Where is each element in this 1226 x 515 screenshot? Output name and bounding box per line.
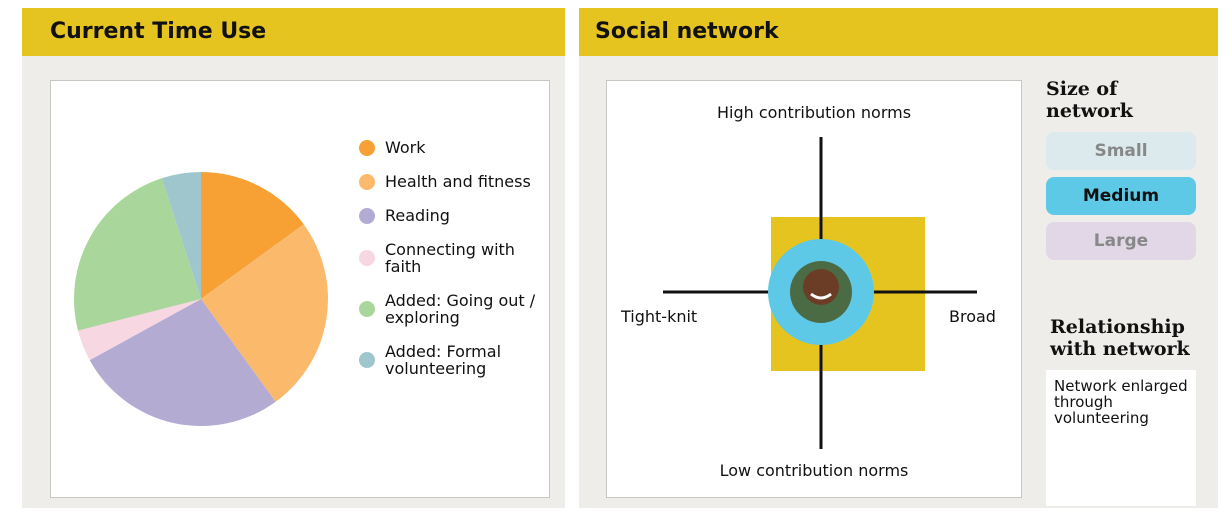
social-panel: Social network High contribution norms L…	[579, 8, 1218, 508]
size-options: Small Medium Large	[1046, 132, 1206, 260]
size-option: Small	[1046, 132, 1196, 170]
legend-swatch	[359, 352, 375, 368]
legend-item: Added: Formal volunteering	[351, 343, 541, 377]
legend: Work Health and fitness Reading Connecting …	[351, 139, 541, 394]
section-title: Size of network	[1046, 78, 1133, 122]
quadrant-box: High contribution norms Low contribution…	[606, 80, 1022, 498]
size-option: Large	[1046, 222, 1196, 260]
relationship-section: Relationship with network Network enlarg…	[1046, 316, 1206, 506]
pie-slice	[161, 172, 201, 299]
pie-slice	[89, 299, 276, 427]
legend-swatch	[359, 301, 375, 317]
axis-label: Low contribution norms	[719, 461, 909, 480]
pie-chart	[74, 172, 328, 427]
legend-swatch	[359, 250, 375, 266]
legend-label: Added: Formal volunteering	[385, 342, 502, 378]
pie-slice	[201, 224, 328, 402]
quadrant	[663, 137, 977, 449]
axis-label: Broad	[949, 307, 996, 326]
pie-slice	[77, 299, 201, 361]
size-option: Medium	[1046, 177, 1196, 215]
section-title: Relationship with network	[1050, 316, 1190, 360]
pie-slice	[201, 172, 304, 299]
legend-label: Reading	[385, 206, 450, 225]
legend-item: Work	[351, 139, 541, 156]
axis-label: High contribution norms	[716, 103, 912, 122]
legend-swatch	[359, 173, 375, 190]
photo-face	[803, 269, 839, 305]
legend-item: Connecting with faith	[351, 241, 541, 275]
legend-label: Health and fitness	[385, 172, 531, 191]
chart-box: Work Health and fitness Reading Connecting …	[50, 80, 550, 498]
legend-item: Health and fitness	[351, 173, 541, 190]
legend-label: Work	[385, 138, 426, 157]
time-use-panel: Current Time Use Work Health and fitness R…	[22, 8, 565, 508]
panel-title: Social network	[579, 8, 1218, 56]
legend-label: Connecting with faith	[385, 240, 515, 276]
panel-title: Current Time Use	[22, 8, 565, 56]
legend-item: Reading	[351, 207, 541, 224]
legend-swatch	[359, 207, 375, 224]
size-section: Size of network Small Medium Large	[1046, 78, 1206, 267]
axis-label: Tight-knit	[621, 307, 698, 326]
photo-smile	[810, 292, 832, 300]
legend-swatch	[359, 139, 375, 156]
legend-label: Added: Going out / exploring	[385, 291, 536, 327]
legend-item: Added: Going out / exploring	[351, 292, 541, 326]
relationship-text: Network enlarged through volunteering	[1046, 370, 1196, 506]
pie-slice	[74, 178, 201, 331]
